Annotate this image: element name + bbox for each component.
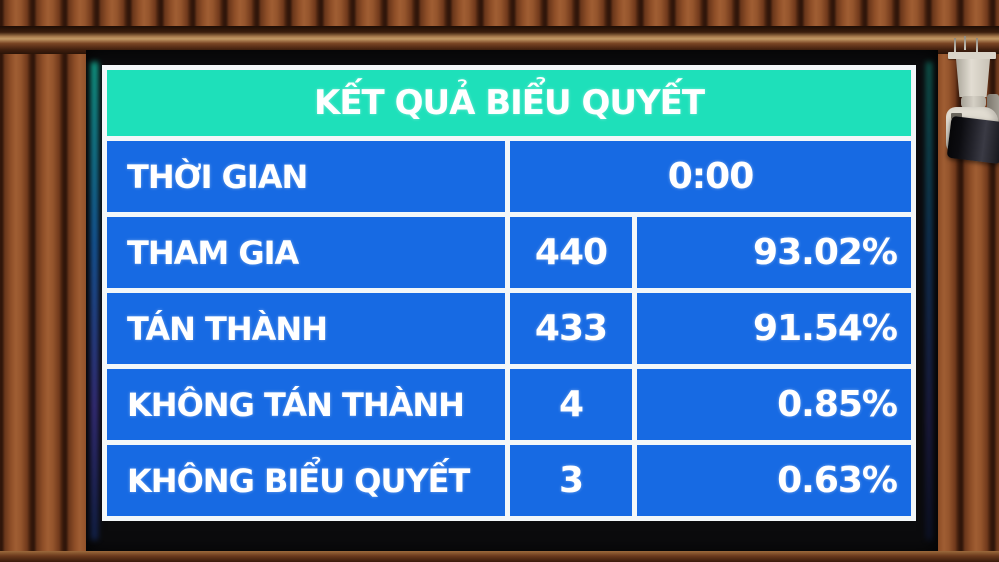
row-value: 433 bbox=[510, 293, 632, 364]
wood-rail-top bbox=[0, 26, 999, 54]
camera-neck bbox=[961, 96, 986, 108]
camera-mount-bracket bbox=[956, 59, 990, 97]
camera-antenna-pin bbox=[964, 36, 966, 50]
led-display-screen: KẾT QUẢ BIỂU QUYẾT THỜI GIAN 0:00 THAM GIA… bbox=[86, 50, 938, 553]
row-percent: 93.02% bbox=[637, 217, 911, 288]
camera-mount-plate bbox=[948, 52, 996, 59]
screen-glow-left bbox=[91, 62, 98, 540]
row-label: KHÔNG TÁN THÀNH bbox=[107, 369, 505, 440]
row-value: 4 bbox=[510, 369, 632, 440]
row-label: THỜI GIAN bbox=[107, 141, 505, 212]
camera-lens-icon bbox=[946, 115, 999, 165]
wood-rail-bottom bbox=[0, 551, 999, 562]
row-value: 0:00 bbox=[510, 141, 911, 212]
camera-antenna-pin bbox=[954, 38, 956, 52]
row-label: THAM GIA bbox=[107, 217, 505, 288]
security-camera-icon bbox=[930, 36, 999, 180]
board-title: KẾT QUẢ BIỂU QUYẾT bbox=[107, 70, 911, 136]
row-label: TÁN THÀNH bbox=[107, 293, 505, 364]
row-percent: 91.54% bbox=[637, 293, 911, 364]
row-label: KHÔNG BIỂU QUYẾT bbox=[107, 445, 505, 516]
voting-results-board: KẾT QUẢ BIỂU QUYẾT THỜI GIAN 0:00 THAM GIA… bbox=[102, 65, 916, 521]
row-percent: 0.85% bbox=[637, 369, 911, 440]
row-value: 440 bbox=[510, 217, 632, 288]
camera-antenna-pin bbox=[976, 38, 978, 52]
row-percent: 0.63% bbox=[637, 445, 911, 516]
row-value: 3 bbox=[510, 445, 632, 516]
screen-glow-right bbox=[926, 62, 932, 540]
